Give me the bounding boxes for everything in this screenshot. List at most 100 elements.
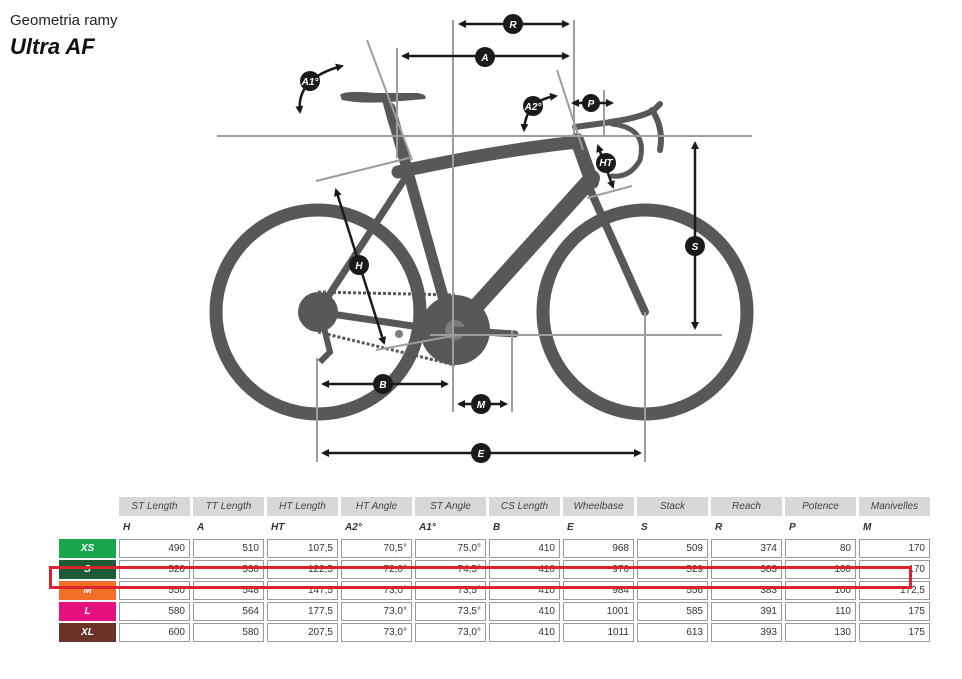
table-cell: 170 (859, 560, 930, 579)
column-symbol: P (789, 522, 796, 533)
table-row: XS 490 510 107,5 70,5° 75,0° 410 968 509 374 80 170 (59, 539, 930, 558)
table-cell: 147,5 (267, 581, 338, 600)
table-cell: 175 (859, 602, 930, 621)
table-cell: 72,0° (341, 560, 412, 579)
table-cell: 107,5 (267, 539, 338, 558)
table-cell: 530 (193, 560, 264, 579)
label-S: S (685, 236, 705, 256)
label-A2: A2° (523, 96, 543, 116)
table-cell: 207,5 (267, 623, 338, 642)
table-cell: 550 (119, 581, 190, 600)
svg-text:P: P (588, 99, 595, 110)
column-symbol: A2° (345, 522, 362, 533)
column-symbol: A (197, 522, 205, 533)
size-badge: M (59, 581, 116, 600)
table-cell: 130 (785, 623, 856, 642)
label-A: A (475, 47, 495, 67)
svg-text:HT: HT (599, 158, 613, 169)
table-row: L 580 564 177,5 73,0° 73,5° 410 1001 585 391 110 17… (59, 602, 930, 621)
cassette (298, 292, 338, 332)
table-cell: 556 (637, 581, 708, 600)
table-cell: 80 (785, 539, 856, 558)
column-header: ST Length (119, 497, 190, 516)
label-HT: HT (596, 153, 616, 173)
dimension-arrows (295, 20, 699, 457)
table-cell: 172,5 (859, 581, 930, 600)
table-cell: 73,5° (415, 581, 486, 600)
table-cell: 548 (193, 581, 264, 600)
table-cell: 600 (119, 623, 190, 642)
svg-text:A: A (480, 53, 488, 64)
table-cell: 374 (711, 539, 782, 558)
table-cell: 383 (711, 581, 782, 600)
column-symbol: M (863, 522, 872, 533)
column-symbol: HT (271, 522, 285, 533)
size-badge: XS (59, 539, 116, 558)
table-cell: 393 (711, 623, 782, 642)
table-cell: 122,5 (267, 560, 338, 579)
table-cell: 110 (785, 602, 856, 621)
table-cell: 564 (193, 602, 264, 621)
seat-post (382, 99, 395, 126)
column-header: Reach (711, 497, 782, 516)
column-symbol: R (715, 522, 723, 533)
table-cell: 100 (785, 560, 856, 579)
table-row: S 520 530 122,5 72,0° 74,5° 410 976 529 383 100 170 (59, 560, 930, 579)
svg-text:S: S (692, 242, 699, 253)
table-cell: 410 (489, 602, 560, 621)
column-header: Manivelles (859, 497, 930, 516)
column-header: Stack (637, 497, 708, 516)
svg-text:M: M (477, 400, 486, 411)
table-cell: 410 (489, 539, 560, 558)
table-cell: 976 (563, 560, 634, 579)
table-cell: 509 (637, 539, 708, 558)
table-cell: 613 (637, 623, 708, 642)
table-cell: 75,0° (415, 539, 486, 558)
page-subtitle: Geometria ramy (10, 12, 118, 29)
saddle (340, 91, 426, 103)
table-cell: 968 (563, 539, 634, 558)
symbol-row: H A HT A2° A1° B E S R P M (59, 518, 930, 537)
column-header: CS Length (489, 497, 560, 516)
label-A1: A1° (300, 71, 320, 91)
symbol-corner (59, 518, 116, 537)
table-cell: 490 (119, 539, 190, 558)
column-header: HT Length (267, 497, 338, 516)
svg-text:E: E (478, 449, 485, 460)
size-badge: S (59, 560, 116, 579)
table-cell: 73,0° (341, 581, 412, 600)
geometry-table: ST Length TT Length HT Length HT Angle ST An… (56, 495, 933, 644)
table-cell: 984 (563, 581, 634, 600)
crank-arm (451, 326, 519, 338)
guide-lines (217, 20, 752, 462)
svg-text:A2°: A2° (524, 102, 543, 113)
svg-text:R: R (509, 20, 517, 31)
table-cell: 73,0° (341, 602, 412, 621)
table-cell: 520 (119, 560, 190, 579)
table-cell: 73,5° (415, 602, 486, 621)
column-header: HT Angle (341, 497, 412, 516)
header-corner (59, 497, 116, 516)
label-B: B (373, 374, 393, 394)
table-cell: 383 (711, 560, 782, 579)
svg-text:B: B (379, 380, 386, 391)
column-header: Potence (785, 497, 856, 516)
table-cell: 580 (193, 623, 264, 642)
table-row: M 550 548 147,5 73,0° 73,5° 410 984 556 383 100 172… (59, 581, 930, 600)
table-row: XL 600 580 207,5 73,0° 73,0° 410 1011 613 393 130 1… (59, 623, 930, 642)
table-cell: 1001 (563, 602, 634, 621)
table-cell: 73,0° (341, 623, 412, 642)
header-row: ST Length TT Length HT Length HT Angle ST An… (59, 497, 930, 516)
svg-text:H: H (355, 261, 363, 272)
table-cell: 580 (119, 602, 190, 621)
table-cell: 585 (637, 602, 708, 621)
label-E: E (471, 443, 491, 463)
table-cell: 510 (193, 539, 264, 558)
page-title: Ultra AF (10, 34, 95, 59)
size-badge: XL (59, 623, 116, 642)
rear-derailleur (317, 319, 334, 365)
table-cell: 175 (859, 623, 930, 642)
label-R: R (503, 14, 523, 34)
table-cell: 73,0° (415, 623, 486, 642)
selected-size-highlight (49, 566, 912, 589)
